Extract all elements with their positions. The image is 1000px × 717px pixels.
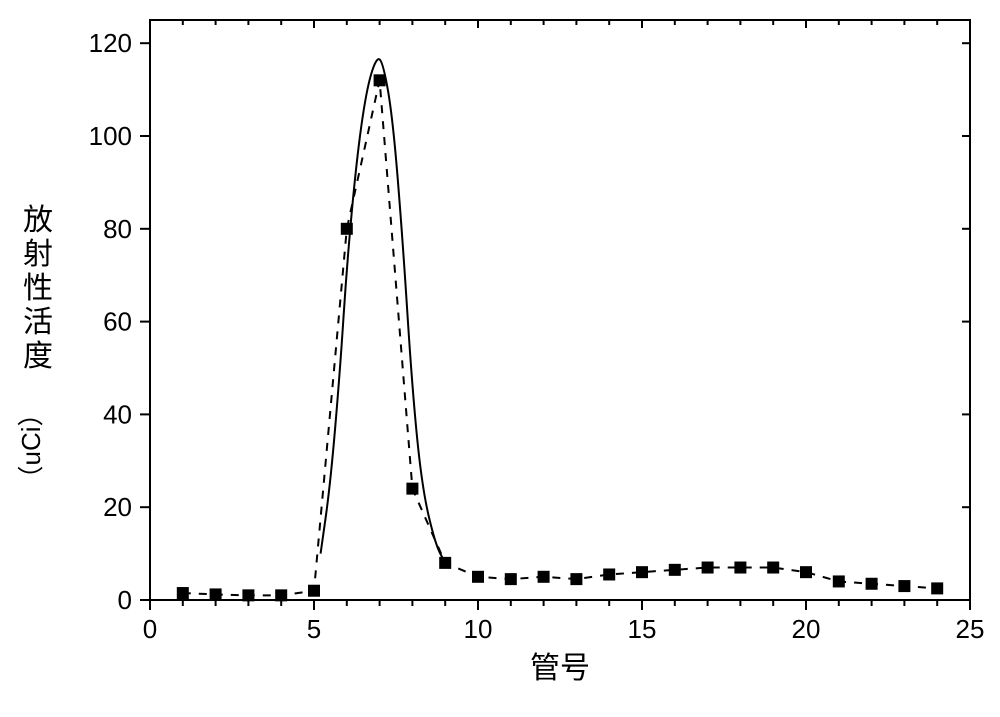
data-marker xyxy=(898,580,910,592)
svg-text:0: 0 xyxy=(118,585,132,615)
svg-text:15: 15 xyxy=(628,614,657,644)
data-marker xyxy=(439,557,451,569)
chart-svg: 0 5 10 15 20 25 0 20 40 60 80 100 120 管号 放射性活度 （uCi） xyxy=(0,0,1000,717)
data-marker xyxy=(505,573,517,585)
svg-text:60: 60 xyxy=(103,307,132,337)
svg-text:80: 80 xyxy=(103,214,132,244)
y-axis-title-char: 放 xyxy=(23,204,53,237)
data-marker xyxy=(702,562,714,574)
data-marker xyxy=(570,573,582,585)
svg-text:5: 5 xyxy=(307,614,321,644)
data-marker xyxy=(406,483,418,495)
data-marker xyxy=(931,582,943,594)
x-axis-title: 管号 xyxy=(530,652,590,685)
data-marker xyxy=(833,575,845,587)
svg-text:100: 100 xyxy=(89,121,132,151)
y-axis-unit: （uCi） xyxy=(16,400,46,491)
data-marker xyxy=(275,589,287,601)
svg-text:120: 120 xyxy=(89,28,132,58)
data-marker xyxy=(800,566,812,578)
data-marker xyxy=(866,578,878,590)
data-marker xyxy=(538,571,550,583)
svg-text:20: 20 xyxy=(792,614,821,644)
data-marker xyxy=(734,562,746,574)
data-marker xyxy=(472,571,484,583)
data-marker xyxy=(210,588,222,600)
data-marker xyxy=(341,223,353,235)
data-marker xyxy=(636,566,648,578)
svg-text:20: 20 xyxy=(103,492,132,522)
data-marker xyxy=(669,564,681,576)
svg-text:10: 10 xyxy=(464,614,493,644)
y-axis-title-char: 射 xyxy=(23,238,53,271)
data-marker xyxy=(308,585,320,597)
chart-container: 0 5 10 15 20 25 0 20 40 60 80 100 120 管号 放射性活度 （uCi） xyxy=(0,0,1000,717)
y-axis-title-char: 活 xyxy=(23,306,53,339)
y-axis-title-char: 性 xyxy=(23,272,53,305)
data-marker xyxy=(767,562,779,574)
svg-text:25: 25 xyxy=(956,614,985,644)
y-axis-title-char: 度 xyxy=(23,340,53,373)
data-marker xyxy=(242,589,254,601)
data-marker xyxy=(603,568,615,580)
data-marker xyxy=(177,587,189,599)
svg-text:40: 40 xyxy=(103,399,132,429)
data-marker xyxy=(374,74,386,86)
svg-text:0: 0 xyxy=(143,614,157,644)
